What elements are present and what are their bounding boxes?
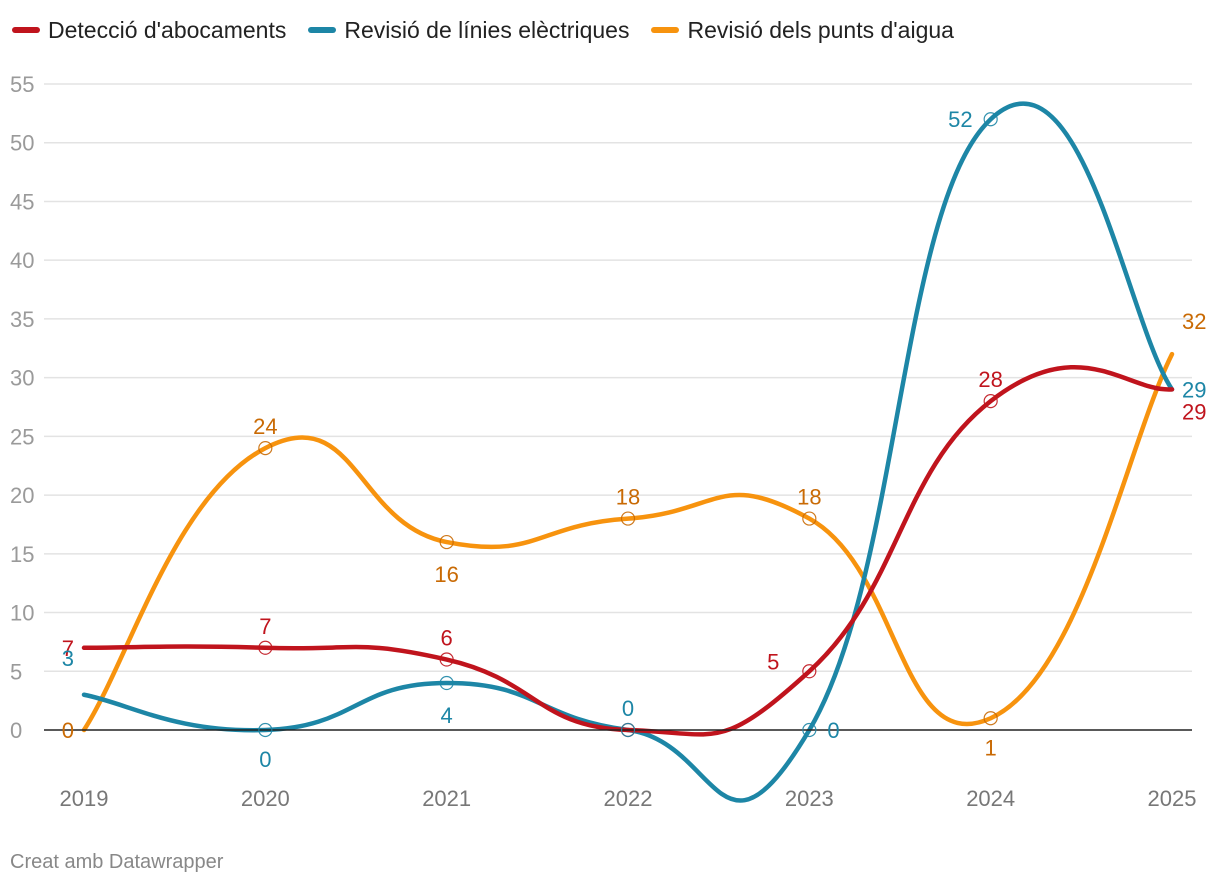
legend: Detecció d'abocaments Revisió de línies … [12, 14, 954, 46]
data-label: 16 [434, 562, 458, 587]
data-point-marker [439, 675, 454, 691]
legend-item-dumping-detection[interactable]: Detecció d'abocaments [12, 17, 286, 44]
legend-item-power-lines[interactable]: Revisió de línies elèctriques [308, 17, 629, 44]
data-point-marker [802, 722, 817, 738]
data-label: 29 [1182, 377, 1206, 402]
data-label: 28 [978, 367, 1002, 392]
data-point-marker [620, 511, 636, 526]
data-label: 24 [253, 414, 277, 439]
series-line-water-points [81, 351, 1175, 733]
data-point-marker [439, 534, 454, 550]
data-point-marker [620, 722, 636, 738]
legend-swatch-power-lines [308, 27, 337, 33]
y-tick-label: 0 [10, 718, 22, 743]
y-tick-label: 40 [10, 248, 34, 273]
y-tick-label: 45 [10, 189, 34, 214]
legend-label-dumping-detection: Detecció d'abocaments [48, 16, 287, 43]
data-label: 18 [616, 485, 640, 510]
legend-label-water-points: Revisió dels punts d'aigua [687, 16, 954, 43]
x-tick-label: 2019 [60, 786, 109, 811]
legend-swatch-water-points [651, 27, 680, 33]
data-point-marker [802, 664, 817, 679]
y-tick-label: 50 [10, 131, 34, 156]
y-tick-label: 35 [10, 307, 34, 332]
data-label: 5 [767, 649, 779, 674]
data-point-marker [258, 722, 273, 738]
x-tick-label: 2022 [604, 786, 653, 811]
legend-swatch-dumping-detection [12, 27, 40, 33]
x-tick-label: 2024 [966, 786, 1015, 811]
data-label: 0 [827, 718, 839, 743]
y-tick-label: 30 [10, 366, 34, 391]
legend-item-water-points[interactable]: Revisió dels punts d'aigua [651, 17, 954, 44]
data-label: 32 [1182, 309, 1206, 334]
data-point-marker [983, 394, 998, 409]
datawrapper-credit: Creat amb Datawrapper [10, 851, 224, 873]
data-label: 4 [441, 703, 453, 728]
x-tick-label: 2020 [241, 786, 290, 811]
data-point-marker [258, 441, 273, 456]
y-tick-label: 25 [10, 424, 34, 449]
series-line-power-lines [81, 101, 1175, 803]
data-label: 0 [259, 747, 271, 772]
y-tick-label: 5 [10, 659, 22, 684]
series-line-dumping-detection [81, 364, 1175, 737]
y-tick-label: 10 [10, 601, 34, 626]
data-point-marker [439, 652, 454, 667]
y-tick-label: 55 [10, 72, 34, 97]
data-label: 6 [441, 626, 453, 651]
data-label: 18 [797, 485, 821, 510]
data-point-marker [983, 112, 998, 127]
legend-label-power-lines: Revisió de línies elèctriques [344, 16, 630, 43]
x-tick-label: 2023 [785, 786, 834, 811]
data-point-marker [802, 511, 817, 526]
data-label: 1 [985, 735, 997, 760]
data-label: 7 [62, 636, 74, 661]
data-label: 0 [62, 718, 74, 743]
data-point-marker [258, 640, 273, 655]
data-label: 7 [259, 614, 271, 639]
data-label: 0 [622, 696, 634, 721]
data-label: 3 [62, 646, 74, 671]
x-tick-label: 2021 [422, 786, 471, 811]
y-tick-label: 20 [10, 483, 34, 508]
y-tick-label: 15 [10, 542, 34, 567]
data-label: 29 [1182, 399, 1206, 424]
data-point-marker [983, 711, 998, 726]
data-label: 52 [948, 107, 972, 132]
x-tick-label: 2025 [1148, 786, 1197, 811]
